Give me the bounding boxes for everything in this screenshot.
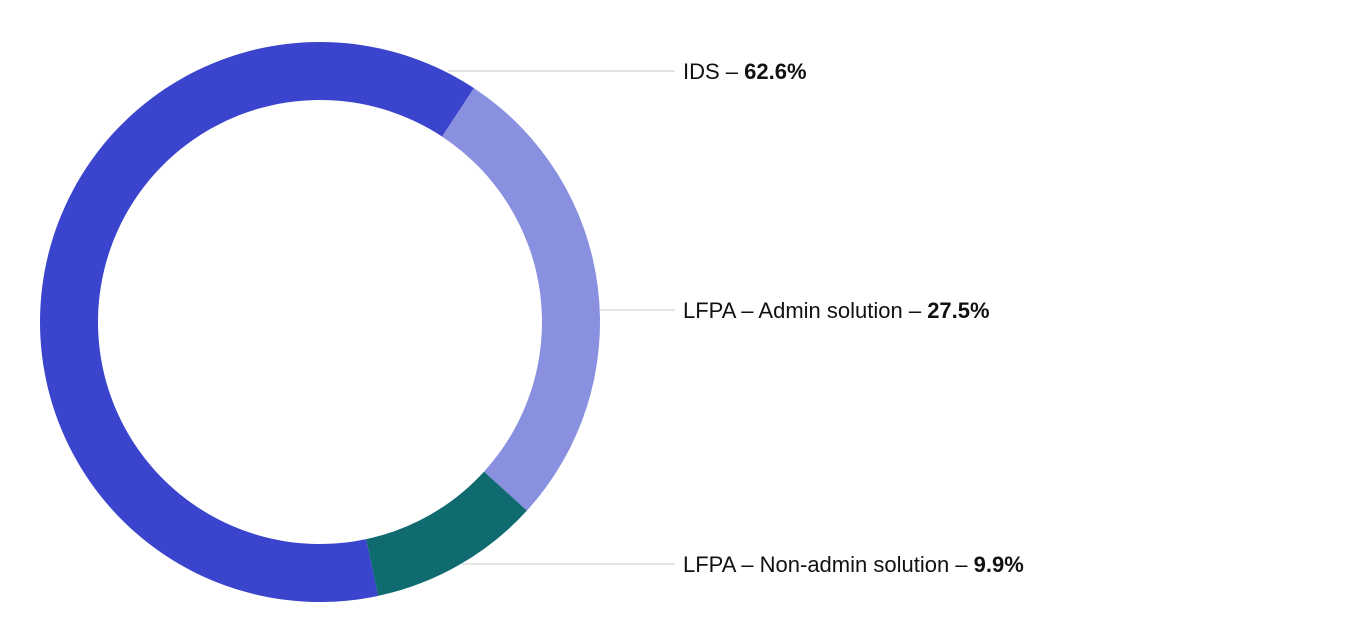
donut-slices [39, 42, 600, 603]
legend-value: 9.9% [973, 552, 1024, 577]
legend-label-lfpa-non-admin: LFPA – Non-admin solution – 9.9% [683, 552, 1024, 578]
legend-label-ids: IDS – 62.6% [683, 59, 807, 85]
legend-label-lfpa-admin: LFPA – Admin solution – 27.5% [683, 298, 990, 324]
legend-value: 62.6% [744, 59, 807, 84]
legend-name: LFPA – Non-admin solution – [683, 552, 974, 577]
legend-name: LFPA – Admin solution – [683, 298, 928, 323]
slice-ids [39, 42, 474, 603]
slice-lfpa-admin-solution [442, 88, 600, 511]
legend-name: IDS – [683, 59, 745, 84]
slice-lfpa-non-admin-solution [366, 471, 527, 596]
legend-value: 27.5% [927, 298, 990, 323]
leader-lines [448, 70, 675, 565]
